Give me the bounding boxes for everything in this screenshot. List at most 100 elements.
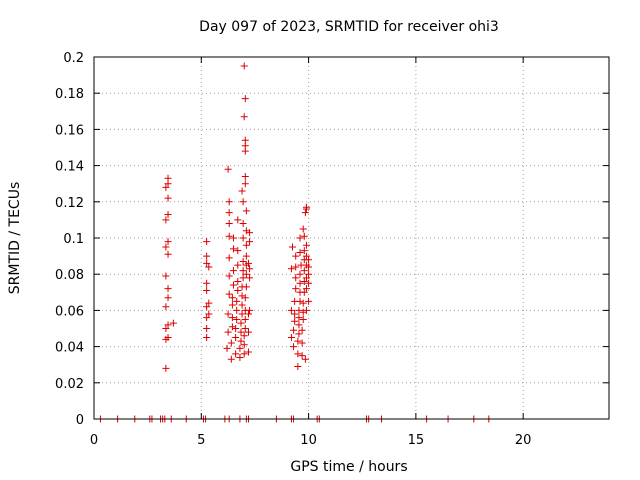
data-point	[239, 258, 247, 266]
data-point	[164, 238, 172, 246]
data-point	[296, 279, 304, 287]
data-point	[224, 328, 232, 336]
data-point	[292, 285, 300, 293]
data-point	[239, 198, 247, 206]
data-point	[203, 286, 211, 294]
data-point	[164, 194, 172, 202]
y-tick-label: 0.12	[55, 196, 84, 211]
data-point	[203, 325, 211, 332]
data-point	[305, 279, 313, 287]
data-point	[205, 299, 213, 307]
data-point	[239, 267, 247, 275]
data-point	[233, 297, 241, 305]
data-point	[302, 274, 310, 282]
x-tick-label: 15	[408, 433, 425, 448]
data-point	[227, 339, 235, 347]
data-point	[300, 247, 308, 255]
data-point	[302, 203, 310, 211]
data-point	[227, 355, 235, 363]
data-point	[246, 238, 254, 246]
data-point	[300, 267, 308, 275]
data-point	[294, 363, 302, 371]
data-point	[288, 243, 296, 251]
data-point	[242, 283, 250, 291]
data-point	[246, 306, 254, 314]
data-point	[241, 136, 249, 144]
y-tick-label: 0	[76, 413, 84, 428]
data-points	[96, 62, 493, 423]
data-point	[245, 328, 252, 336]
x-tick-label: 0	[90, 433, 98, 448]
y-axis-label: SRMTID / TECUs	[7, 182, 23, 295]
y-tick-label: 0.06	[55, 304, 84, 319]
data-point	[294, 350, 302, 358]
data-point	[291, 310, 299, 318]
data-point	[234, 277, 242, 285]
data-point	[302, 306, 310, 314]
data-point	[299, 225, 307, 233]
data-point	[228, 301, 236, 309]
data-point	[296, 297, 304, 305]
data-point	[164, 174, 172, 182]
data-point	[300, 232, 308, 240]
chart-title: Day 097 of 2023, SRMTID for receiver ohi…	[199, 19, 499, 35]
data-point	[298, 326, 306, 334]
data-point	[164, 321, 172, 329]
data-point	[241, 325, 249, 332]
x-tick-label: 20	[515, 433, 532, 448]
data-point	[232, 334, 240, 342]
data-point	[245, 310, 252, 318]
data-point	[229, 281, 237, 289]
data-point	[234, 247, 242, 255]
data-point	[238, 187, 246, 195]
data-point	[234, 286, 242, 294]
data-point	[287, 306, 295, 314]
data-point	[239, 220, 247, 228]
data-point	[241, 95, 249, 103]
data-point	[241, 180, 249, 188]
data-point	[223, 344, 231, 352]
y-tick-label: 0.02	[55, 377, 84, 392]
data-point	[300, 288, 308, 296]
data-point	[162, 216, 170, 224]
data-point	[295, 330, 303, 338]
data-point	[287, 265, 295, 273]
x-axis-label: GPS time / hours	[290, 459, 407, 475]
plot-frame	[93, 56, 610, 420]
data-point	[246, 274, 254, 282]
data-point	[228, 323, 236, 331]
data-point	[237, 328, 245, 336]
data-point	[294, 337, 302, 345]
x-tick-label: 5	[197, 433, 205, 448]
data-point	[229, 234, 237, 242]
data-point	[238, 301, 246, 309]
data-point	[225, 290, 233, 298]
data-point	[296, 270, 304, 278]
data-point	[234, 216, 242, 224]
data-point	[203, 303, 211, 311]
data-point	[225, 198, 233, 206]
data-point	[228, 294, 236, 302]
data-point	[242, 270, 250, 278]
data-point	[240, 332, 248, 340]
data-point	[302, 241, 310, 249]
data-point	[236, 353, 244, 361]
data-point	[287, 334, 295, 342]
data-point	[239, 234, 247, 242]
data-point	[239, 274, 247, 282]
data-point	[301, 209, 309, 217]
data-point	[242, 241, 250, 249]
data-point	[305, 263, 313, 271]
data-point	[292, 263, 300, 271]
data-point	[224, 165, 232, 173]
data-point	[233, 306, 241, 314]
data-point	[298, 352, 306, 360]
data-point	[162, 303, 170, 311]
data-point	[242, 207, 250, 215]
data-point	[302, 252, 310, 260]
data-point	[237, 319, 245, 327]
data-point	[164, 210, 172, 218]
y-tick-label: 0.04	[55, 341, 84, 356]
data-point	[162, 325, 170, 332]
data-point	[296, 234, 304, 242]
